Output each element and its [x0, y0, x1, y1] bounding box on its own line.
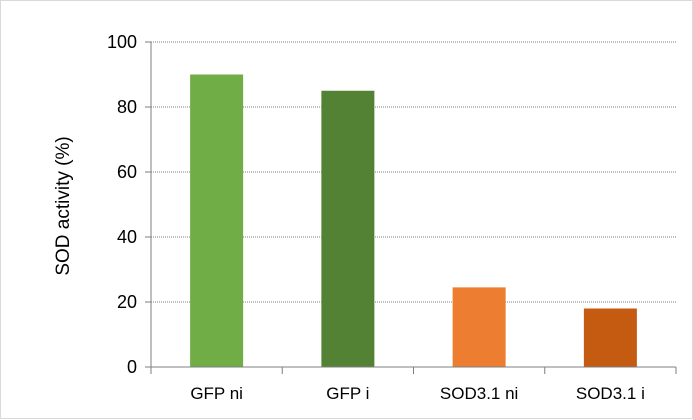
- y-tick-labels: 0 20 40 60 80 100: [107, 32, 151, 377]
- x-category-label: GFP ni: [190, 384, 243, 403]
- bar-gfp-i: [321, 90, 375, 367]
- bars: [190, 74, 637, 367]
- x-category-labels: GFP ni GFP i SOD3.1 ni SOD3.1 i: [190, 384, 645, 403]
- y-tick-label: 40: [117, 227, 137, 247]
- y-tick-label: 0: [127, 357, 137, 377]
- y-axis-title: SOD activity (%): [53, 136, 74, 275]
- x-category-label: SOD3.1 ni: [440, 384, 518, 403]
- axes: [150, 42, 677, 374]
- y-tick-label: 100: [107, 32, 137, 52]
- gridlines: [151, 41, 676, 303]
- y-tick-label: 80: [117, 97, 137, 117]
- y-tick-label: 20: [117, 292, 137, 312]
- x-category-label: GFP i: [326, 384, 369, 403]
- y-tick-label: 60: [117, 162, 137, 182]
- x-category-label: SOD3.1 i: [576, 384, 645, 403]
- bar-sod3-1-ni: [452, 287, 506, 367]
- bar-gfp-ni: [190, 74, 244, 367]
- bar-sod3-1-i: [583, 308, 637, 367]
